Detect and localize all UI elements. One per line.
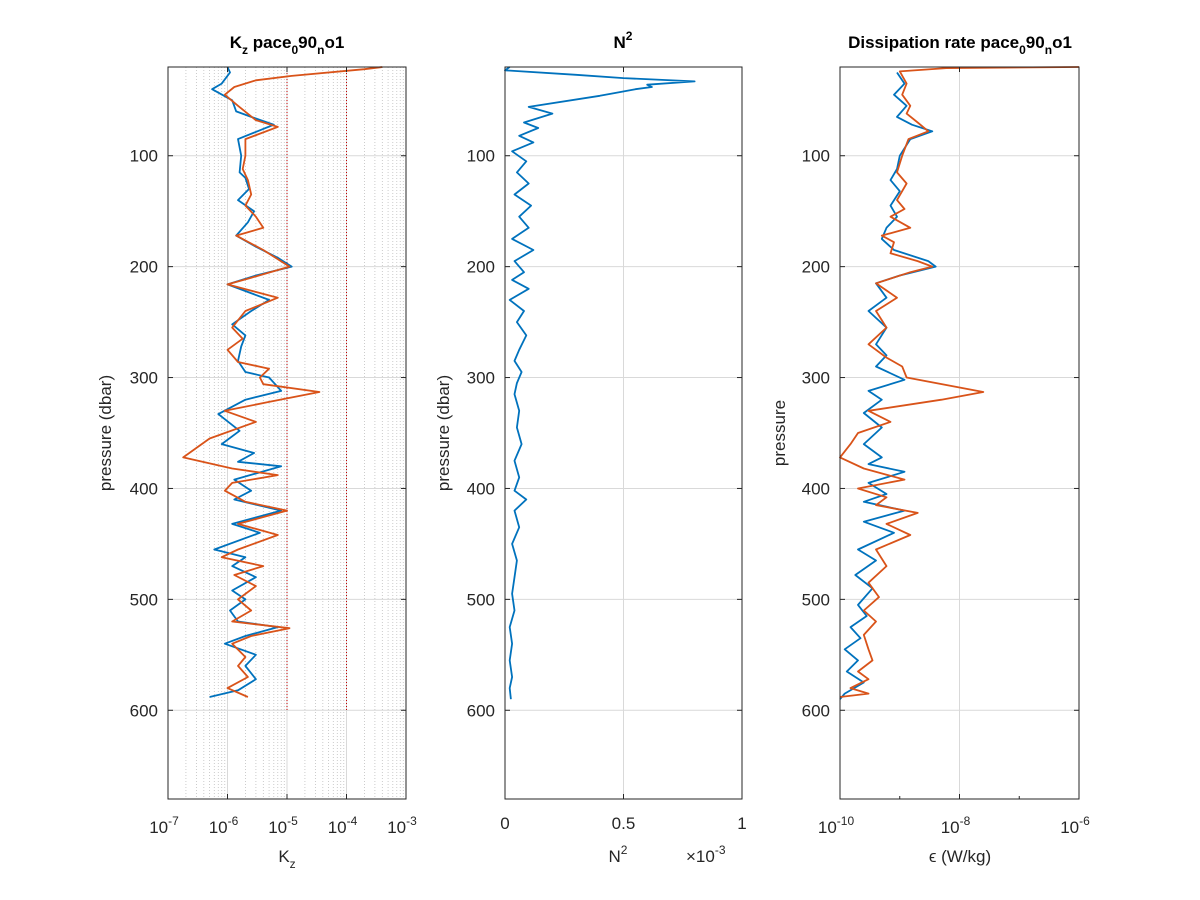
n2-xtick-label: 1 (737, 814, 746, 833)
kz-series-line-series2 (182, 66, 383, 698)
n2-y-tick-labels: 100 200 300 400 500 600 (467, 147, 495, 721)
kz-ytick-label: 600 (130, 701, 158, 720)
eps-xtick-label: 10-10 (818, 814, 855, 837)
n2-ytick-label: 600 (467, 701, 495, 720)
eps-series-line-series2 (839, 66, 1080, 698)
eps-y-tick-labels: 100 200 300 400 500 600 (802, 147, 830, 721)
kz-xtick-label: 10-4 (328, 814, 358, 837)
eps-xlabel: ϵ (W/kg) (929, 847, 991, 866)
n2-ticks (504, 67, 743, 799)
kz-xlabel: Kz (278, 847, 295, 871)
kz-ytick-label: 100 (130, 147, 158, 166)
kz-y-tick-labels: 100 200 300 400 500 600 (130, 147, 158, 721)
kz-reference-lines (286, 67, 347, 711)
eps-xtick-label: 10-6 (1060, 814, 1090, 837)
kz-series-line-series1 (209, 66, 293, 698)
kz-xtick-label: 10-6 (209, 814, 239, 837)
eps-ytick-label: 100 (802, 147, 830, 166)
n2-xtick-label: 0.5 (612, 814, 636, 833)
eps-ytick-label: 400 (802, 479, 830, 498)
n2-ytick-label: 500 (467, 590, 495, 609)
eps-series-line-series1 (839, 71, 937, 700)
eps-title: Dissipation rate pace090no1 (848, 33, 1072, 57)
n2-ytick-label: 300 (467, 369, 495, 388)
eps-ytick-label: 500 (802, 590, 830, 609)
kz-xtick-label: 10-3 (387, 814, 417, 837)
eps-ytick-label: 600 (802, 701, 830, 720)
n2-series-line-series1 (504, 66, 696, 700)
n2-ytick-label: 100 (467, 147, 495, 166)
kz-title: Kz pace090no1 (230, 33, 345, 57)
n2-x-tick-labels: 0 0.5 1 (500, 814, 746, 833)
kz-x-tick-labels: 10-7 10-6 10-5 10-4 10-3 (149, 814, 417, 837)
n2-xtick-label: 0 (500, 814, 509, 833)
n2-ytick-label: 400 (467, 479, 495, 498)
n2-xlabel: N2 (609, 843, 628, 866)
kz-ylabel: pressure (dbar) (96, 375, 115, 491)
kz-ytick-label: 400 (130, 479, 158, 498)
kz-xtick-label: 10-7 (149, 814, 179, 837)
kz-plot-lines (182, 66, 383, 698)
n2-x-exponent: ×10-3 (686, 843, 726, 866)
kz-ytick-label: 500 (130, 590, 158, 609)
n2-title: N2 (614, 29, 633, 52)
panel-dissipation: 100 200 300 400 500 600 10-10 10-8 10-6 Dissipa… (770, 33, 1090, 866)
eps-ytick-label: 300 (802, 369, 830, 388)
kz-ytick-label: 200 (130, 258, 158, 277)
kz-ticks (167, 67, 407, 799)
eps-xtick-label: 10-8 (941, 814, 971, 837)
kz-xtick-label: 10-5 (268, 814, 298, 837)
eps-plot-lines (839, 66, 1080, 700)
n2-ylabel: pressure (dbar) (434, 375, 453, 491)
eps-ytick-label: 200 (802, 258, 830, 277)
eps-ticks (839, 67, 1080, 799)
eps-x-tick-labels: 10-10 10-8 10-6 (818, 814, 1090, 837)
n2-plot-lines (504, 66, 696, 700)
eps-ylabel: pressure (770, 400, 789, 466)
n2-ytick-label: 200 (467, 258, 495, 277)
kz-ytick-label: 300 (130, 369, 158, 388)
